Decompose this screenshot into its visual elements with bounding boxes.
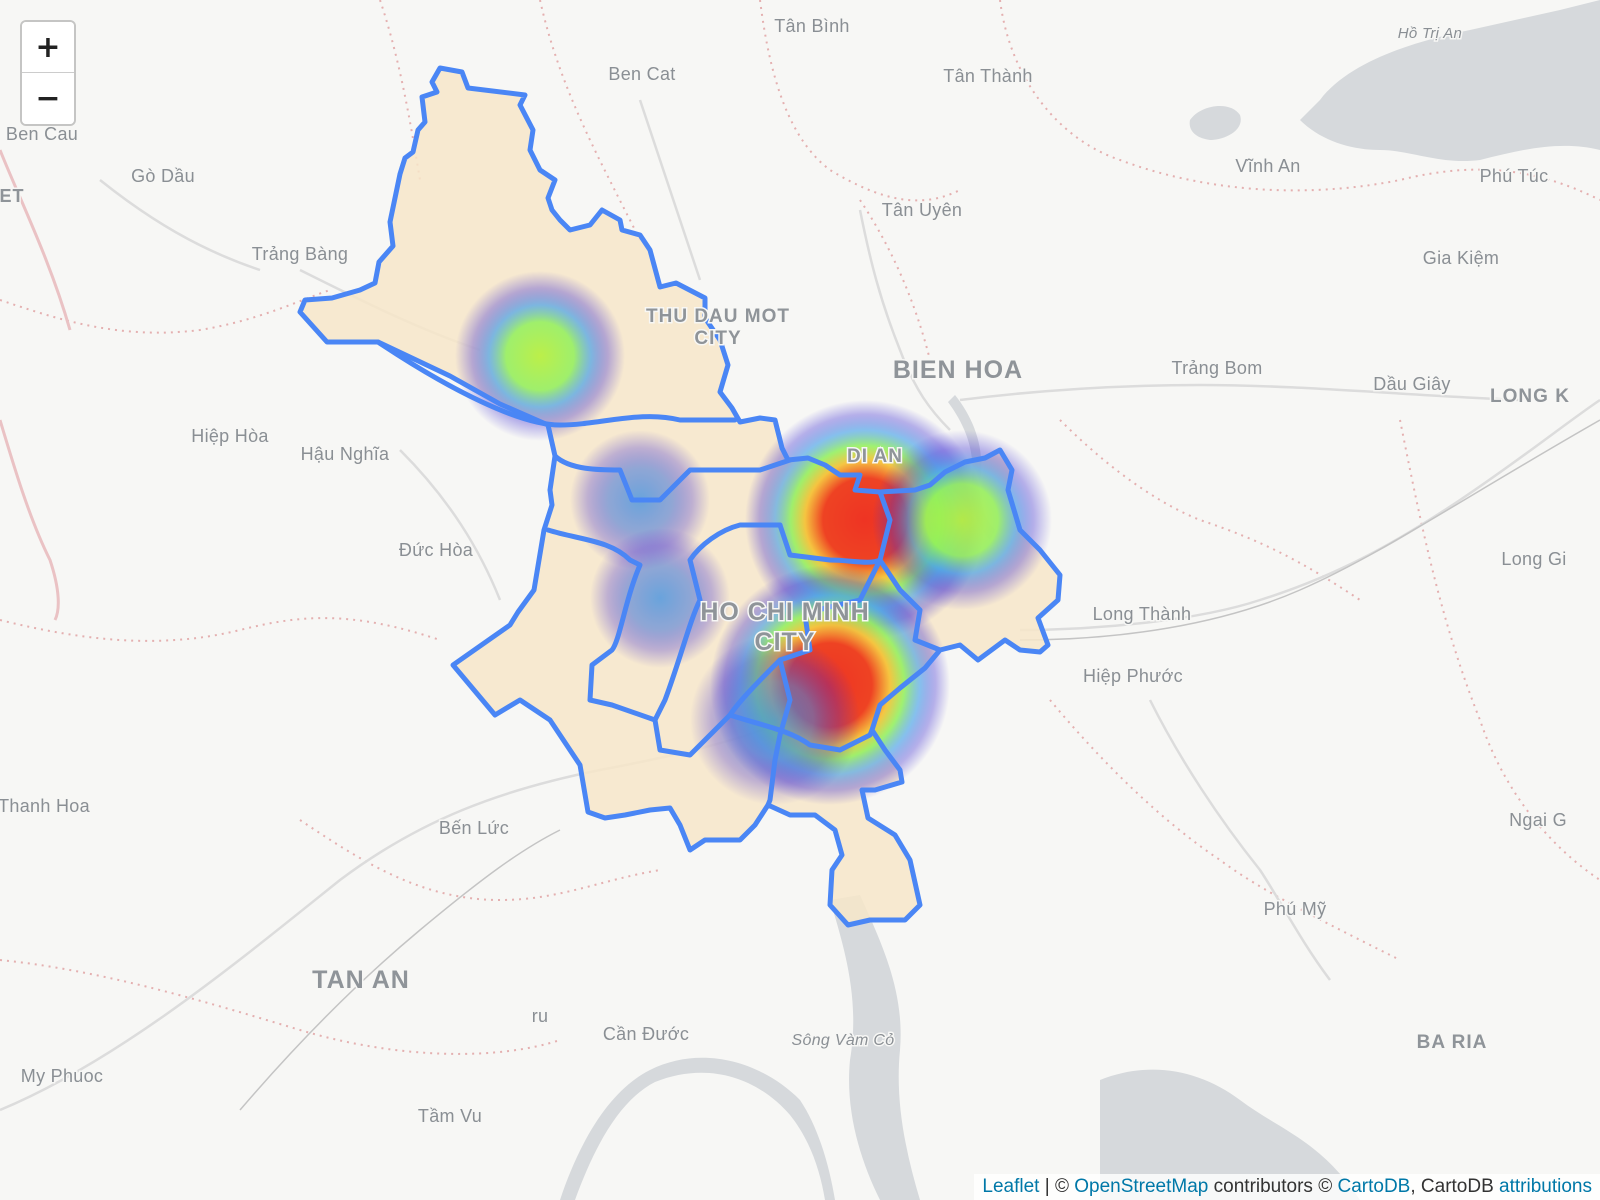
place-label: ET bbox=[0, 186, 25, 206]
boundary-hocmon-west bbox=[552, 453, 793, 503]
place-label: Dầu Giây bbox=[1373, 374, 1450, 394]
river-vamco bbox=[560, 1057, 835, 1200]
river-saigon bbox=[830, 895, 920, 1200]
place-label: Long Gi bbox=[1501, 549, 1566, 569]
place-label: Tầm Vu bbox=[418, 1106, 482, 1126]
place-label: Gia Kiệm bbox=[1423, 248, 1499, 268]
place-label: Ngai G bbox=[1509, 810, 1567, 830]
attribution-sep: | © bbox=[1039, 1176, 1075, 1197]
place-label: Hiệp Hòa bbox=[191, 426, 269, 446]
place-label: DI AN bbox=[847, 446, 903, 467]
heatmap-layer bbox=[455, 271, 1052, 805]
zoom-out-button[interactable]: − bbox=[22, 73, 74, 124]
place-label: Cần Đước bbox=[603, 1024, 689, 1044]
place-label: Tân Bình bbox=[774, 16, 849, 36]
place-label: TAN AN bbox=[312, 966, 410, 994]
place-label: BA RIA bbox=[1417, 1032, 1488, 1053]
zoom-control: + − bbox=[20, 20, 76, 126]
place-label: Hồ Trị An bbox=[1398, 25, 1462, 42]
boundary-outer bbox=[297, 65, 1063, 928]
place-labels: Tân Bình Hồ Trị An Ben Cat Tân Thành Ben Cau… bbox=[0, 15, 1570, 1128]
place-label: BIEN HOA bbox=[893, 356, 1023, 384]
attribution-contributors: contributors © bbox=[1208, 1176, 1338, 1197]
lake-tri-an bbox=[1300, 0, 1600, 162]
place-label: Đức Hòa bbox=[399, 540, 474, 560]
boundary-binhtan bbox=[545, 522, 783, 723]
cartodb-link[interactable]: CartoDB bbox=[1337, 1176, 1411, 1197]
place-label: Phú Mỹ bbox=[1264, 899, 1327, 919]
place-label: ru bbox=[532, 1006, 549, 1026]
country-border bbox=[0, 149, 72, 621]
place-label: Tân Uyên bbox=[882, 200, 962, 220]
heat-blob-west-center bbox=[590, 528, 730, 668]
place-label: Hậu Nghĩa bbox=[301, 444, 390, 464]
district-boundaries bbox=[297, 65, 1063, 928]
boundary-center bbox=[652, 522, 883, 758]
place-label: Long Thành bbox=[1093, 604, 1192, 624]
boundary-d7 bbox=[765, 657, 793, 808]
place-label: LONG K bbox=[1490, 386, 1570, 407]
place-label: My Phuoc bbox=[21, 1066, 103, 1086]
place-label: CITY bbox=[755, 628, 816, 656]
heat-blob-northwest bbox=[455, 271, 625, 441]
place-label: Ben Cau bbox=[6, 124, 78, 144]
railway bbox=[239, 419, 1600, 1111]
boundary-cuchi-hocmon bbox=[375, 339, 738, 428]
boundary-nhabe bbox=[727, 712, 875, 753]
place-label: Trảng Bàng bbox=[252, 244, 348, 264]
place-label: Hiệp Phước bbox=[1083, 666, 1183, 686]
lake-north bbox=[1189, 105, 1241, 140]
boundary-thuduc bbox=[877, 489, 943, 653]
zoom-in-button[interactable]: + bbox=[22, 22, 74, 73]
map-attribution: Leaflet | © OpenStreetMap contributors ©… bbox=[974, 1174, 1600, 1200]
place-label: Ben Cat bbox=[608, 64, 675, 84]
place-label: Sông Vàm Cỏ bbox=[792, 1032, 895, 1049]
heat-blob-east bbox=[872, 430, 1052, 610]
place-label: CITY bbox=[694, 328, 741, 349]
place-label: Phú Túc bbox=[1480, 166, 1549, 186]
place-label: HO CHI MINH bbox=[700, 598, 869, 626]
attributions-link[interactable]: attributions bbox=[1499, 1176, 1592, 1197]
place-label: Vĩnh An bbox=[1235, 156, 1300, 176]
estuary-south bbox=[1100, 1069, 1360, 1200]
place-label: Thanh Hoa bbox=[0, 796, 91, 816]
province-borders bbox=[0, 0, 1600, 1055]
place-label: THU DAU MOT bbox=[646, 306, 790, 327]
osm-link[interactable]: OpenStreetMap bbox=[1074, 1176, 1209, 1197]
attribution-cartodb2: , CartoDB bbox=[1410, 1176, 1500, 1197]
place-label: Bến Lức bbox=[439, 818, 509, 838]
place-label: Gò Dầu bbox=[131, 166, 195, 186]
leaflet-link[interactable]: Leaflet bbox=[982, 1176, 1040, 1197]
water-areas bbox=[560, 0, 1600, 1200]
place-label: Trảng Bom bbox=[1171, 358, 1262, 378]
heat-blob-south-left bbox=[690, 635, 860, 805]
place-label: Tân Thành bbox=[943, 66, 1032, 86]
